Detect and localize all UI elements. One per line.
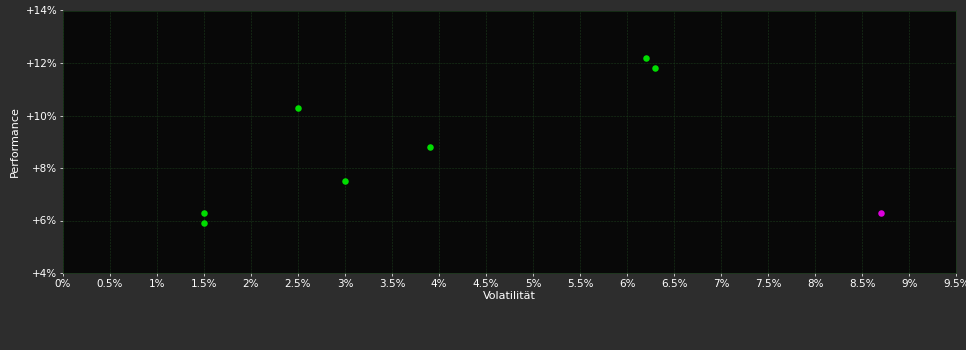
Point — [422, 144, 438, 150]
Point — [873, 210, 889, 215]
Point — [647, 65, 663, 71]
Point — [337, 178, 353, 184]
Y-axis label: Performance: Performance — [10, 106, 20, 177]
Point — [639, 55, 654, 61]
Point — [196, 210, 212, 215]
X-axis label: Volatilität: Volatilität — [483, 291, 536, 301]
Point — [290, 105, 305, 111]
Point — [196, 220, 212, 226]
